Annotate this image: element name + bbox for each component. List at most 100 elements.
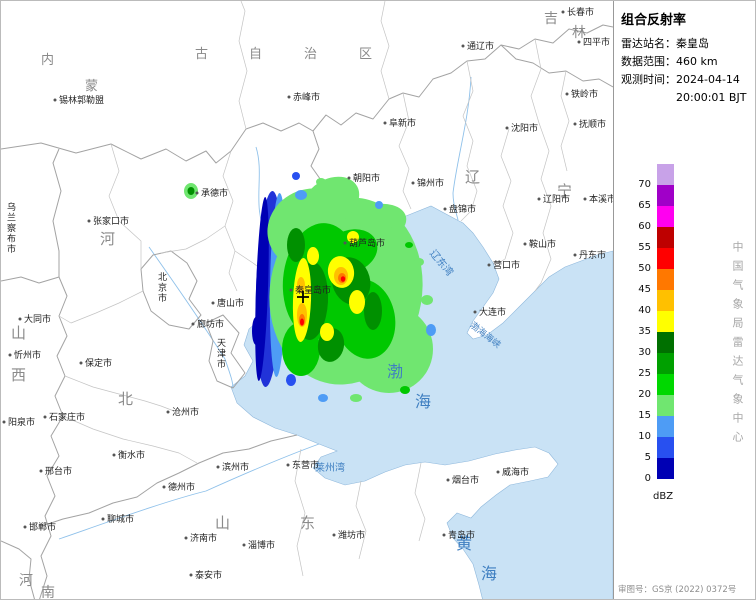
city-label: 衡水市 [118,449,145,461]
sea-label: 渤 [387,362,403,381]
city-label-vertical: 察 [7,222,16,234]
province-label: 北 [118,390,134,408]
city-label: 石家庄市 [49,411,85,423]
city-dot [473,310,477,314]
legend-value: 10 [638,431,651,442]
legend-swatch [657,269,674,290]
station-plus-icon [297,291,309,303]
radar-echo-blob [414,258,424,266]
city-label: 潍坊市 [338,529,365,541]
province-label: 西 [11,366,27,384]
city-dot [505,126,509,130]
city-dot [18,317,22,321]
city-dot [162,485,166,489]
province-label: 宁 [557,182,573,200]
city-label: 本溪市 [589,193,613,205]
city-label: 鞍山市 [529,238,556,250]
legend-value: 50 [638,263,651,274]
city-dot [383,121,387,125]
city-label: 保定市 [85,357,112,369]
city-dot [39,469,43,473]
city-label: 锡林郭勒盟 [59,94,104,106]
range-value: 460 km [676,55,718,68]
radar-echo-blob [316,178,326,186]
legend-value: 70 [638,179,651,190]
radar-echo-blob [340,276,346,282]
station-row: 雷达站名：秦皇岛 [621,35,746,53]
city-label: 通辽市 [467,40,494,52]
legend-value: 30 [638,347,651,358]
city-label: 营口市 [493,259,520,271]
city-label: 邢台市 [45,465,72,477]
city-label: 辽阳市 [543,193,570,205]
radar-map: 内蒙古自治区吉林辽宁河北山西山 东河南渤海黄海莱州湾辽东湾渤海海峡长春市四平市通辽… [1,1,613,600]
legend-swatch [657,395,674,416]
city-dot [23,525,27,529]
legend-value: 20 [638,389,651,400]
radar-echo-blob [350,394,362,402]
province-label: 南 [41,585,56,600]
range-row: 数据范围：460 km [621,53,746,71]
radar-echo-blob [187,187,195,195]
legend-swatch [657,290,674,311]
province-label: 河 [100,230,116,248]
city-label: 沧州市 [172,406,199,418]
legend-swatch [657,248,674,269]
map-labels: 内蒙古自治区吉林辽宁河北山西山 东河南渤海黄海莱州湾辽东湾渤海海峡长春市四平市通辽… [2,6,613,600]
city-label: 张家口市 [93,215,129,227]
city-label-vertical: 市 [7,243,16,255]
info-sidebar: 组合反射率 雷达站名：秦皇岛 数据范围：460 km 观测时间：2024-04-… [613,1,755,599]
city-label: 丹东市 [579,249,606,261]
city-dot [461,44,465,48]
province-label: 山 [11,324,27,342]
city-label: 秦皇岛市 [295,284,331,296]
province-label: 区 [359,47,373,62]
province-label: 蒙 [85,79,99,94]
city-dot [195,191,199,195]
station-label: 雷达站名： [621,37,676,50]
province-label: 林 [572,25,587,41]
city-dot [565,92,569,96]
city-label-vertical: 市 [217,358,226,370]
radar-echo-blob [421,295,433,305]
city-dot [191,322,195,326]
city-label: 葫芦岛市 [349,237,385,249]
city-label: 沈阳市 [511,122,538,134]
agency-watermark: 中国气象局雷达气象中心 [731,241,744,450]
city-dot [286,463,290,467]
city-label: 济南市 [190,532,217,544]
legend-value: 45 [638,284,651,295]
radar-echo-blob [297,277,305,293]
city-label: 德州市 [168,481,195,493]
city-label: 四平市 [583,36,610,48]
city-label: 泰安市 [195,569,222,581]
radar-echo-blob [364,292,382,330]
radar-echo-blob [318,394,328,402]
city-label: 邯郸市 [29,521,56,533]
province-label: 山 [215,514,231,532]
city-label: 赤峰市 [293,91,320,103]
city-label: 朝阳市 [353,172,380,184]
legend-swatch [657,227,674,248]
legend-value: 15 [638,410,651,421]
sea-label: 莱州湾 [315,461,345,474]
legend-value: 65 [638,200,651,211]
city-dot [583,197,587,201]
radar-echo-blob [295,190,307,200]
city-label: 忻州市 [14,349,41,361]
city-dot [523,242,527,246]
city-dot [87,219,91,223]
province-label: 古 [195,47,209,62]
city-dot [101,517,105,521]
time-row: 观测时间：2024-04-14 [621,71,746,89]
sea-label: 海 [415,392,431,411]
legend-swatch [657,458,674,479]
range-label: 数据范围： [621,55,676,68]
dbz-legend: dBZ 70 65 60 55 50 45 40 35 30 25 20 15 10 5 0 [621,164,701,524]
legend-swatch [657,374,674,395]
province-label: 辽 [465,168,481,186]
radar-echo-blob [320,323,334,341]
city-label: 大连市 [479,306,506,318]
province-label: 自 [249,47,263,62]
legend-value: 35 [638,326,651,337]
